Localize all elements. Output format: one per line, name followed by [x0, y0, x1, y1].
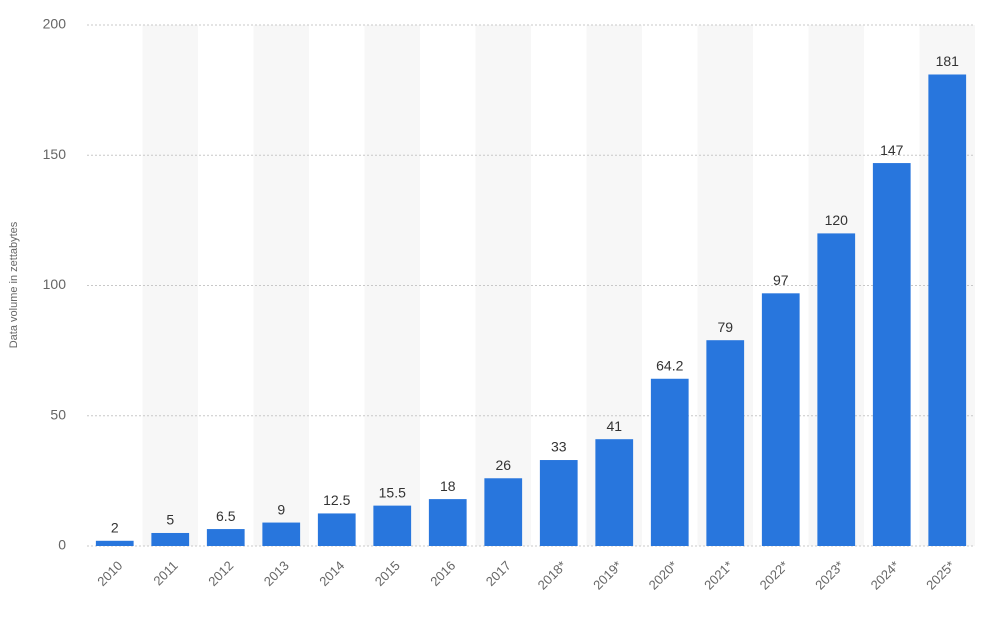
data-label: 41: [606, 418, 622, 434]
data-label: 97: [773, 272, 789, 288]
bar: [317, 513, 356, 546]
bar: [151, 532, 190, 546]
data-label: 15.5: [379, 484, 406, 500]
data-label: 2: [111, 519, 119, 535]
x-tick-label: 2016: [427, 558, 458, 589]
data-label: 181: [936, 53, 960, 69]
bar: [373, 505, 412, 546]
y-axis-label: Data volume in zettabytes: [8, 221, 20, 348]
bar: [484, 478, 523, 546]
bar: [595, 439, 634, 546]
x-tick-label: 2012: [205, 558, 236, 589]
x-tick-label: 2022*: [757, 558, 792, 593]
data-label: 147: [880, 142, 904, 158]
data-label: 64.2: [656, 357, 683, 373]
bar: [206, 529, 245, 546]
x-tick-label: 2017: [483, 558, 514, 589]
y-tick-label: 150: [43, 146, 67, 162]
data-label: 120: [825, 212, 849, 228]
x-tick-label: 2024*: [868, 558, 903, 593]
column-stripe: [142, 25, 198, 546]
data-label: 6.5: [216, 508, 236, 524]
x-tick-label: 2019*: [590, 558, 625, 593]
data-label: 5: [166, 512, 174, 528]
data-label: 9: [277, 501, 285, 517]
y-tick-label: 200: [43, 16, 67, 32]
y-tick-label: 50: [50, 406, 66, 422]
bar: [95, 540, 134, 546]
x-tick-label: 2014: [316, 558, 347, 589]
y-tick-label: 100: [43, 276, 67, 292]
bar: [262, 522, 301, 546]
x-tick-label: 2025*: [923, 558, 958, 593]
x-tick-label: 2021*: [701, 558, 736, 593]
x-tick-label: 2013: [261, 558, 292, 589]
bar: [650, 378, 689, 546]
bar: [761, 293, 800, 546]
bar: [706, 340, 745, 546]
x-tick-label: 2015: [372, 558, 403, 589]
bar: [539, 460, 578, 546]
x-tick-label: 2020*: [646, 558, 681, 593]
bar: [428, 499, 467, 546]
x-tick-label: 2011: [150, 558, 180, 588]
data-label: 79: [717, 319, 733, 335]
data-label: 33: [551, 439, 567, 455]
data-label: 12.5: [323, 492, 350, 508]
x-tick-label: 2023*: [812, 558, 847, 593]
bar: [928, 74, 967, 547]
x-tick-label: 2018*: [535, 558, 570, 593]
y-tick-label: 0: [58, 537, 66, 553]
x-tick-label: 2010: [94, 558, 125, 589]
bar: [817, 233, 856, 546]
data-label: 18: [440, 478, 456, 494]
data-label: 26: [495, 457, 511, 473]
bar: [872, 163, 911, 546]
